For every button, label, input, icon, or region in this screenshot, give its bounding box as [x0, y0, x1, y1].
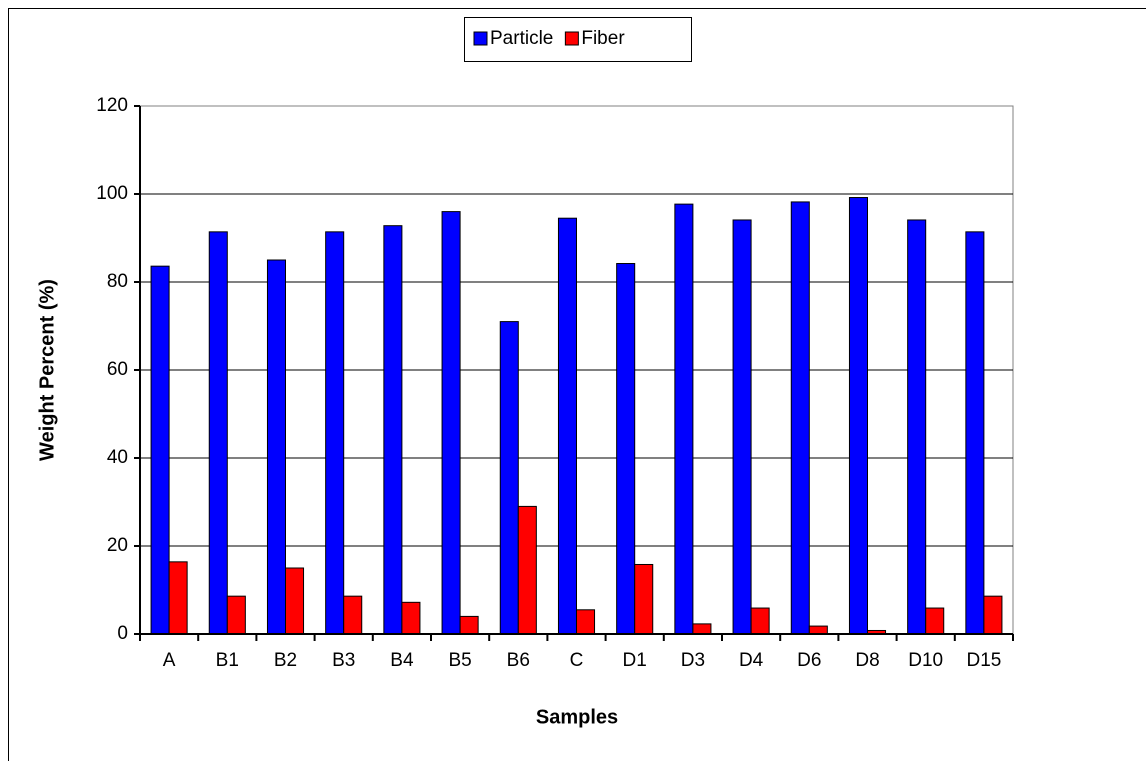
y-tick-label: 40 [107, 447, 128, 468]
bar [791, 202, 809, 634]
bar [675, 204, 693, 634]
bar [169, 562, 187, 634]
bar [209, 232, 227, 634]
bar [286, 568, 304, 634]
bar [344, 596, 362, 634]
x-tick-label: D6 [797, 650, 821, 671]
x-tick-label: B4 [390, 650, 414, 671]
bar [558, 218, 576, 634]
y-tick-label: 80 [107, 271, 128, 292]
bar [227, 596, 245, 634]
bar [926, 608, 944, 634]
bar [733, 220, 751, 634]
bar [966, 232, 984, 634]
bar [384, 226, 402, 634]
x-tick-label: B1 [216, 650, 239, 671]
bar [809, 626, 827, 634]
bar [617, 264, 635, 634]
x-tick-label: D4 [739, 650, 764, 671]
bar [151, 266, 169, 634]
bar [460, 616, 478, 634]
y-tick-label: 120 [96, 95, 128, 116]
y-tick-label: 60 [107, 359, 128, 380]
x-tick-label: B2 [274, 650, 297, 671]
x-tick-label: D15 [966, 650, 1001, 671]
bar [635, 564, 653, 634]
legend-label: Fiber [581, 28, 625, 49]
bar [326, 232, 344, 634]
legend-swatch [565, 32, 578, 45]
bar [908, 220, 926, 634]
x-tick-label: D1 [623, 650, 647, 671]
bar [751, 608, 769, 634]
x-tick-label: D8 [855, 650, 879, 671]
legend-swatch [474, 32, 487, 45]
x-tick-label: A [163, 650, 176, 671]
bar [402, 602, 420, 634]
bar [693, 624, 711, 634]
y-tick-label: 100 [96, 183, 128, 204]
bar [442, 212, 460, 634]
x-tick-label: C [570, 650, 584, 671]
x-axis-label: Samples [536, 706, 618, 728]
y-axis-label: Weight Percent (%) [36, 279, 58, 461]
bar [849, 198, 867, 634]
legend-label: Particle [490, 28, 553, 49]
bar [984, 596, 1002, 634]
bar [267, 260, 285, 634]
bar [500, 322, 518, 634]
x-tick-label: B6 [507, 650, 530, 671]
x-tick-label: B5 [448, 650, 471, 671]
x-tick-label: D3 [681, 650, 705, 671]
bar [518, 506, 536, 634]
y-tick-label: 20 [107, 535, 128, 556]
y-tick-label: 0 [117, 623, 128, 644]
bar [577, 610, 595, 634]
x-tick-label: D10 [908, 650, 943, 671]
x-tick-label: B3 [332, 650, 355, 671]
